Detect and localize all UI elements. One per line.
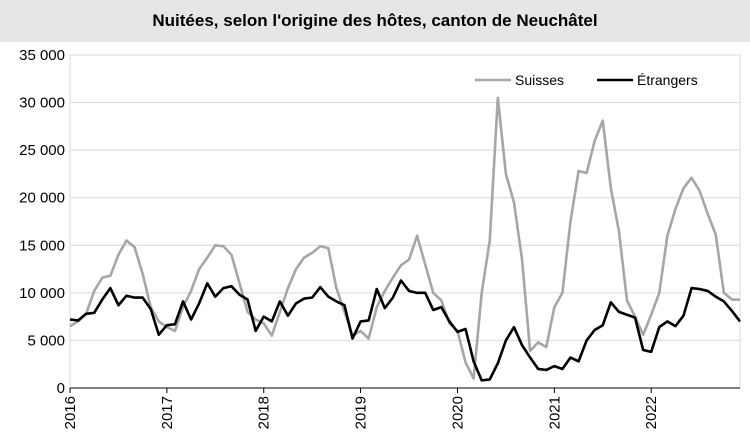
series-line-etrangers <box>69 279 742 382</box>
y-tick-label: 30 000 <box>19 95 65 112</box>
legend-label: Étrangers <box>637 72 698 88</box>
x-tick-label: 2018 <box>256 396 273 429</box>
axes: 0 5 000 10 000 15 000 20 000 25 000 30 000 35 0… <box>19 47 741 429</box>
x-tick-label: 2022 <box>643 396 660 429</box>
x-tick-label: 2017 <box>159 396 176 429</box>
x-tick-label: 2019 <box>353 396 370 429</box>
series-line-suisses <box>69 96 740 380</box>
y-tick-label: 20 000 <box>19 190 65 207</box>
series-lines <box>69 96 742 382</box>
legend-label: Suisses <box>515 72 564 88</box>
y-tick-label: 10 000 <box>19 285 65 302</box>
x-tick-label: 2016 <box>62 396 79 429</box>
x-tick-label: 2020 <box>449 396 466 429</box>
chart-title: Nuitées, selon l'origine des hôtes, cant… <box>152 11 598 30</box>
y-tick-label: 25 000 <box>19 142 65 159</box>
chart-title-bar: Nuitées, selon l'origine des hôtes, cant… <box>0 0 750 42</box>
y-tick-label: 5 000 <box>27 332 65 349</box>
y-tick-label: 15 000 <box>19 237 65 254</box>
x-tick-label: 2021 <box>546 396 563 429</box>
legend: Suisses Étrangers <box>475 72 698 88</box>
y-tick-label: 0 <box>57 380 65 397</box>
y-tick-label: 35 000 <box>19 47 65 64</box>
